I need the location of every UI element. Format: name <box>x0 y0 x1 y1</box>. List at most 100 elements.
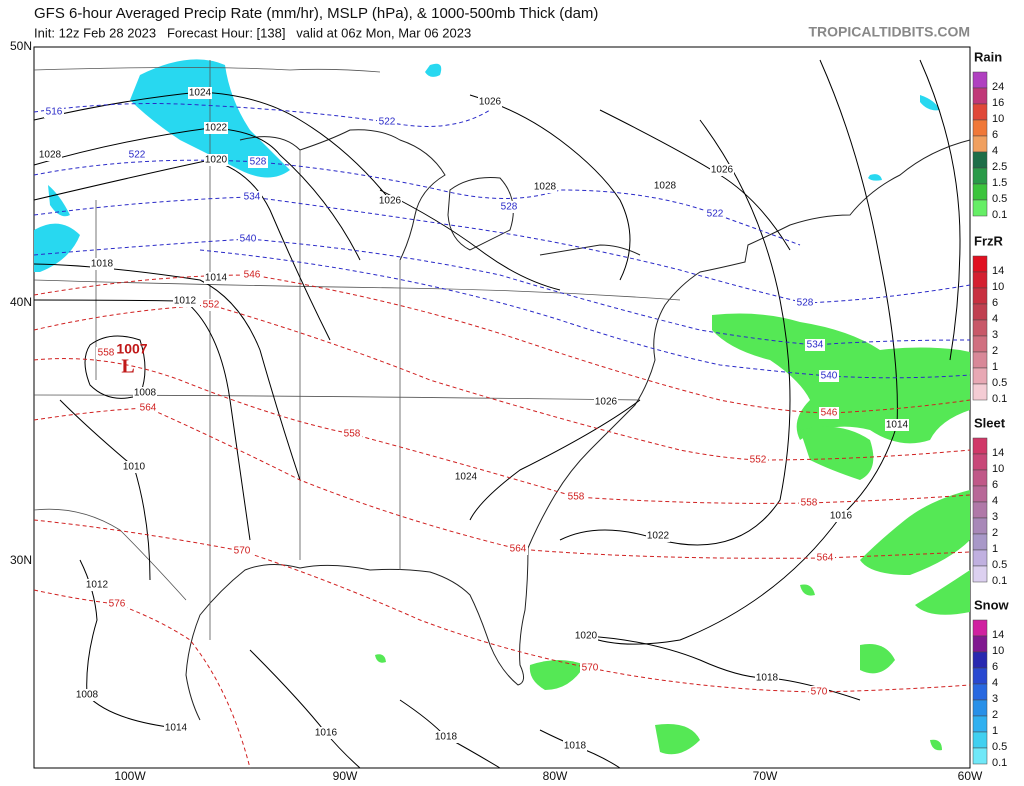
legend: Rain241610642.51.50.50.1FrzR1410643210.5… <box>972 49 1010 769</box>
thickness-label: 558 <box>801 498 818 509</box>
isobar-label: 1008 <box>134 388 157 399</box>
isobar-label-bg <box>204 272 228 284</box>
legend-level: 3 <box>992 693 998 705</box>
isobar-label-bg <box>533 181 557 193</box>
legend-swatch <box>972 453 988 471</box>
legend-swatch <box>972 533 988 551</box>
legend-swatch <box>972 635 988 653</box>
legend-level: 0.5 <box>992 377 1007 389</box>
legend-swatch <box>972 683 988 701</box>
thickness-label: 552 <box>750 455 767 466</box>
legend-swatch <box>972 255 988 273</box>
legend-level: 1 <box>992 543 998 555</box>
isobar-label-bg <box>594 396 618 408</box>
isobar-label: 1016 <box>830 511 853 522</box>
legend-swatch <box>972 469 988 487</box>
isobar-label: 1028 <box>654 181 677 192</box>
isobar-label: 1022 <box>647 531 670 542</box>
legend-title: Sleet <box>974 415 1006 430</box>
thickness-label-bg <box>127 149 147 161</box>
thickness-label-bg <box>342 428 362 440</box>
isobar-label-bg <box>164 722 188 734</box>
legend-level: 6 <box>992 661 998 673</box>
isobar-label-bg <box>188 87 212 99</box>
legend-level: 6 <box>992 129 998 141</box>
legend-level: 6 <box>992 479 998 491</box>
isobar-label-bg <box>314 727 338 739</box>
isobar-label-bg <box>204 122 228 134</box>
thickness-label-bg <box>795 297 815 309</box>
low-pressure-symbol: L <box>121 356 134 378</box>
isobar-label-bg <box>173 295 197 307</box>
thickness-label-bg <box>748 454 768 466</box>
isobar-label-bg <box>75 689 99 701</box>
legend-swatch <box>972 747 988 765</box>
thickness-label: 558 <box>344 429 361 440</box>
isobar-label: 1014 <box>165 723 188 734</box>
longitude-label: 90W <box>333 769 358 783</box>
thickness-label-bg <box>815 552 835 564</box>
thickness-label: 570 <box>811 687 828 698</box>
isobar-label-bg <box>646 530 670 542</box>
thickness-label-bg <box>248 156 268 168</box>
thickness-label: 528 <box>250 157 267 168</box>
isobar-label-bg <box>653 180 677 192</box>
isobar-label: 1026 <box>479 97 502 108</box>
isobar-label-bg <box>574 630 598 642</box>
thickness-label: 552 <box>203 300 220 311</box>
isobar-label-bg <box>755 672 779 684</box>
thickness-label-bg <box>809 686 829 698</box>
legend-swatch <box>972 699 988 717</box>
longitude-label: 80W <box>543 769 568 783</box>
thickness-label: 516 <box>46 107 63 118</box>
thickness-label: 522 <box>129 150 146 161</box>
legend-level: 14 <box>992 265 1004 277</box>
legend-level: 1 <box>992 361 998 373</box>
legend-swatch <box>972 103 988 121</box>
isobar-label-bg <box>90 258 114 270</box>
isobar-label: 1010 <box>123 462 146 473</box>
isobar-label: 1014 <box>205 273 228 284</box>
legend-swatch <box>972 71 988 89</box>
isobar-label: 1020 <box>205 155 228 166</box>
legend-level: 1.5 <box>992 177 1007 189</box>
legend-swatch <box>972 167 988 185</box>
legend-swatch <box>972 667 988 685</box>
longitude-label: 60W <box>958 769 983 783</box>
legend-level: 0.1 <box>992 209 1007 221</box>
legend-title: Rain <box>974 49 1002 64</box>
thickness-label-bg <box>201 299 221 311</box>
isobar-label-bg <box>563 740 587 752</box>
legend-level: 2 <box>992 345 998 357</box>
legend-swatch <box>972 501 988 519</box>
isobar-label-bg <box>85 579 109 591</box>
legend-swatch <box>972 485 988 503</box>
thickness-label-bg <box>242 269 262 281</box>
legend-level: 0.5 <box>992 741 1007 753</box>
legend-level: 0.5 <box>992 559 1007 571</box>
legend-level: 2 <box>992 527 998 539</box>
legend-swatch <box>972 319 988 337</box>
legend-swatch <box>972 549 988 567</box>
legend-level: 10 <box>992 463 1004 475</box>
legend-level: 10 <box>992 645 1004 657</box>
thickness-label-bg <box>232 545 252 557</box>
isobar-label: 1026 <box>711 165 734 176</box>
latitude-label: 50N <box>10 39 32 53</box>
thickness-label: 564 <box>140 403 157 414</box>
thickness-label: 528 <box>501 202 518 213</box>
thickness-label: 558 <box>98 348 115 359</box>
site-name: TROPICALTIDBITS.COM <box>808 24 970 40</box>
title: GFS 6-hour Averaged Precip Rate (mm/hr),… <box>34 5 598 22</box>
legend-level: 3 <box>992 511 998 523</box>
legend-level: 0.1 <box>992 393 1007 405</box>
thickness-label: 534 <box>244 192 261 203</box>
isobar-label: 1018 <box>756 673 779 684</box>
longitude-label: 100W <box>114 769 146 783</box>
legend-level: 4 <box>992 145 998 157</box>
legend-level: 14 <box>992 629 1004 641</box>
thickness-label-bg <box>819 370 839 382</box>
legend-swatch <box>972 565 988 583</box>
isobar-label: 1012 <box>174 296 197 307</box>
